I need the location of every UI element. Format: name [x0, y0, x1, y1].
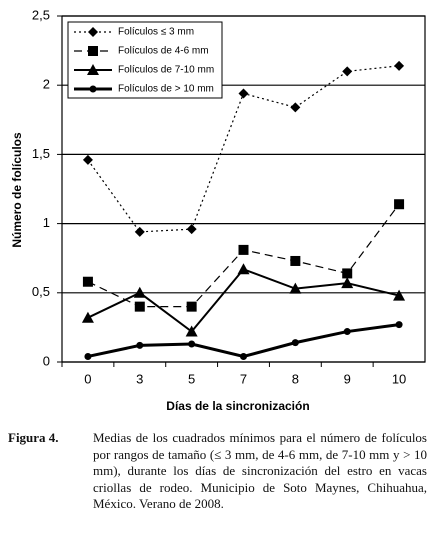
legend-label: Folículos ≤ 3 mm	[118, 27, 194, 38]
x-axis-title: Días de la sincronización	[166, 399, 309, 413]
marker	[188, 340, 196, 348]
legend-label: Folículos de 7-10 mm	[118, 65, 214, 76]
marker	[82, 276, 93, 287]
y-axis-title: Número de folículos	[10, 132, 24, 248]
marker	[290, 255, 301, 266]
marker	[238, 244, 249, 255]
series-line	[87, 203, 400, 308]
marker	[82, 154, 93, 165]
y-tick-label: 0	[43, 353, 50, 368]
y-tick-label: 1,5	[32, 146, 50, 161]
marker	[342, 66, 353, 77]
x-tick-label: 8	[292, 371, 299, 386]
marker	[341, 277, 354, 289]
x-tick-label: 5	[188, 371, 195, 386]
marker	[134, 226, 145, 237]
marker	[186, 301, 197, 312]
legend-marker	[89, 85, 97, 93]
legend-label: Folículos de 4-6 mm	[118, 46, 209, 57]
y-tick-label: 2	[43, 77, 50, 92]
x-tick-label: 9	[344, 371, 351, 386]
chart: Número de folículos Días de la sincroniz…	[10, 7, 426, 413]
series-line	[87, 323, 400, 359]
marker	[238, 88, 249, 99]
caption-text: Medias de los cuadrados mínimos para el …	[93, 430, 427, 511]
marker	[394, 199, 405, 210]
legend-label: Folículos de > 10 mm	[118, 84, 214, 95]
marker	[186, 224, 197, 235]
marker	[342, 268, 353, 279]
marker	[84, 352, 92, 360]
marker	[134, 301, 145, 312]
y-tick-label: 0,5	[32, 284, 50, 299]
x-tick-label: 10	[392, 371, 406, 386]
legend-marker	[87, 64, 99, 75]
marker	[185, 325, 198, 337]
plot-frame	[61, 15, 426, 363]
marker	[133, 286, 146, 298]
x-tick-label: 7	[240, 371, 247, 386]
marker	[136, 341, 144, 349]
marker	[81, 311, 94, 323]
legend-marker	[88, 46, 98, 56]
x-tick-label: 3	[136, 371, 143, 386]
series-line	[87, 268, 400, 333]
marker	[291, 339, 299, 347]
marker	[395, 321, 403, 329]
caption-label: Figura 4.	[8, 430, 59, 445]
marker	[237, 263, 250, 275]
marker	[289, 282, 302, 294]
marker	[290, 102, 301, 113]
legend-marker	[88, 27, 98, 37]
y-tick-label: 2,5	[32, 7, 50, 22]
x-tick-label: 0	[84, 371, 91, 386]
y-tick-label: 1	[43, 215, 50, 230]
marker	[394, 60, 405, 71]
marker	[393, 289, 406, 301]
marker	[343, 328, 351, 336]
marker	[240, 352, 247, 360]
